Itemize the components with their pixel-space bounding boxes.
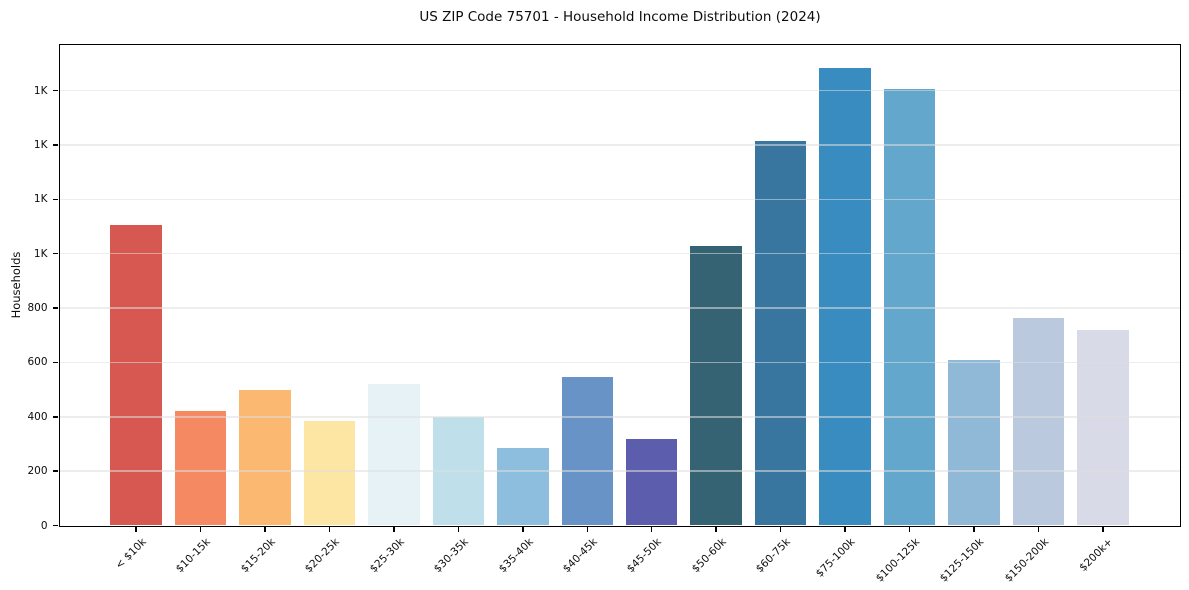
bar xyxy=(561,377,614,526)
x-tick-mark xyxy=(457,527,460,532)
bar xyxy=(174,411,227,526)
bar xyxy=(754,140,807,526)
bar xyxy=(432,416,485,526)
gridline xyxy=(59,470,1180,472)
y-tick-mark xyxy=(53,416,58,418)
x-tick-mark xyxy=(715,527,717,532)
x-tick-label: $20-25k xyxy=(302,535,342,575)
bar xyxy=(497,448,549,526)
x-tick-mark xyxy=(973,527,975,532)
x-tick-label: $60-75k xyxy=(753,535,794,575)
y-tick-label: 1K xyxy=(33,139,48,152)
x-tick-label: $150-200k xyxy=(1002,535,1051,585)
bar xyxy=(1077,329,1129,526)
y-tick-label: 600 xyxy=(27,356,48,369)
y-tick-label: 1K xyxy=(33,193,48,206)
y-tick-mark xyxy=(53,470,58,472)
x-tick-label: < $10k xyxy=(113,535,149,572)
x-tick-label: $125-150k xyxy=(937,535,987,585)
y-tick-mark xyxy=(53,524,58,527)
bar xyxy=(690,245,742,526)
x-tick-label: $45-50k xyxy=(625,535,665,575)
x-tick-mark xyxy=(586,527,589,532)
x-tick-mark xyxy=(522,527,524,532)
bar xyxy=(625,438,678,526)
x-tick-label: $75-100k xyxy=(813,535,858,580)
y-tick-label: 1K xyxy=(33,84,48,97)
y-tick-mark xyxy=(53,198,58,201)
gridline xyxy=(59,252,1180,255)
gridline xyxy=(59,89,1180,92)
x-tick-label: $100-125k xyxy=(873,535,922,585)
y-tick-mark xyxy=(53,361,58,364)
x-tick-mark xyxy=(844,527,846,532)
x-tick-label: $35-40k xyxy=(496,535,536,575)
x-tick-mark xyxy=(135,527,137,532)
x-tick-mark xyxy=(908,527,911,532)
y-tick-label: 400 xyxy=(27,410,48,423)
gridline xyxy=(59,361,1180,364)
y-tick-mark xyxy=(53,307,58,309)
bar xyxy=(883,89,936,526)
y-tick-mark xyxy=(53,252,58,255)
y-tick-label: 800 xyxy=(27,302,48,315)
plot-area: 0 200 400 600 800 1K 1K 1K 1K < $10k $10-15k $15-20… xyxy=(27,43,1181,584)
gridline xyxy=(59,198,1180,201)
bar xyxy=(948,359,1000,526)
x-tick-label: $30-35k xyxy=(431,535,471,575)
chart-title: US ZIP Code 75701 - Household Income Dis… xyxy=(419,9,821,25)
x-tick-label: $25-30k xyxy=(367,535,407,575)
x-tick-mark xyxy=(328,527,331,532)
y-tick-mark xyxy=(53,144,58,146)
x-tick-label: $50-60k xyxy=(689,535,729,575)
x-tick-mark xyxy=(199,527,202,532)
x-tick-mark xyxy=(650,527,653,532)
bar xyxy=(303,420,356,526)
bar xyxy=(368,384,420,526)
x-tick-mark xyxy=(1037,527,1040,532)
bar xyxy=(819,67,871,526)
bar xyxy=(110,225,162,526)
x-tick-label: $15-20k xyxy=(238,535,278,575)
gridline xyxy=(59,144,1180,146)
gridline xyxy=(59,416,1180,418)
y-tick-mark xyxy=(53,89,58,92)
x-tick-label: $10-15k xyxy=(174,535,214,575)
x-tick-mark xyxy=(264,527,266,532)
x-tick-mark xyxy=(779,527,782,532)
y-tick-label: 200 xyxy=(27,465,48,478)
gridline xyxy=(59,307,1180,309)
x-tick-label: $40-45k xyxy=(560,535,600,575)
bar xyxy=(1012,317,1065,526)
x-tick-mark xyxy=(1102,527,1104,532)
bar xyxy=(239,389,291,526)
x-tick-label: $200k+ xyxy=(1077,535,1116,574)
x-tick-mark xyxy=(393,527,395,532)
y-tick-label: 1K xyxy=(33,247,48,260)
y-tick-label: 0 xyxy=(40,519,48,532)
